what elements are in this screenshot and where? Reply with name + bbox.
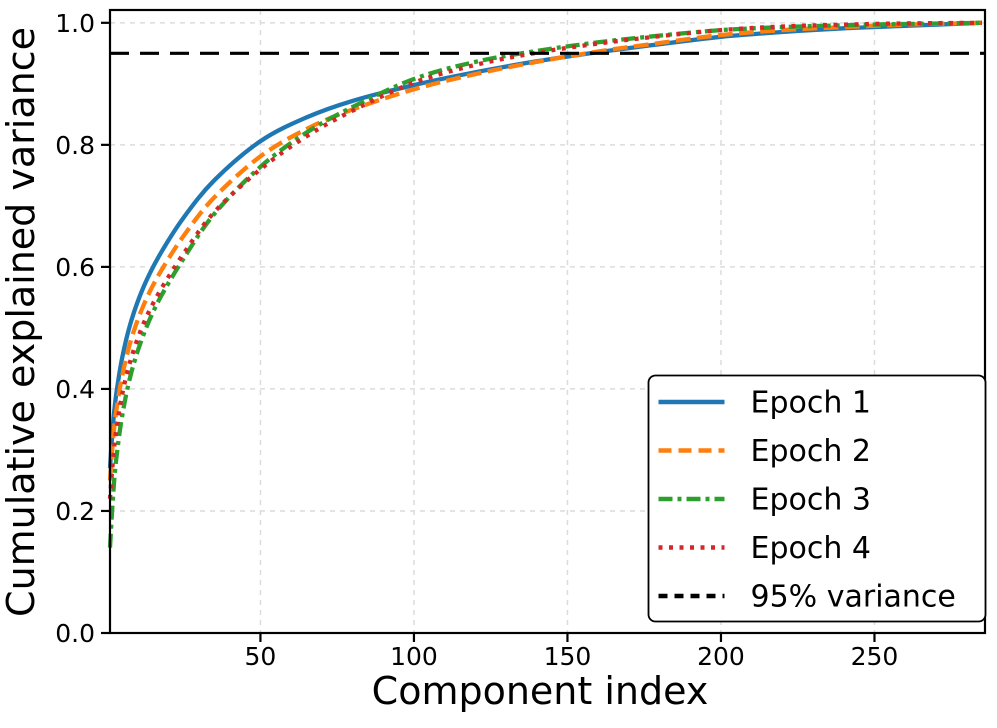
y-tick-label: 0.4	[55, 375, 95, 404]
y-tick-label: 1.0	[55, 9, 95, 38]
legend-box	[647, 374, 987, 623]
legend-label: Epoch 1	[751, 386, 871, 421]
series-layer	[107, 20, 982, 548]
y-tick-label: 0.2	[55, 497, 95, 526]
y-axis-label: Cumulative explained variance	[0, 27, 43, 617]
y-tick-label: 0.0	[55, 619, 95, 648]
x-tick-label: 250	[851, 642, 899, 671]
legend-label: Epoch 3	[751, 483, 871, 518]
x-tick-label: 200	[697, 642, 745, 671]
y-tick-label: 0.6	[55, 253, 95, 282]
x-tick-label: 150	[544, 642, 592, 671]
plot-border	[108, 8, 987, 635]
legend-label: Epoch 4	[751, 531, 871, 566]
y-tick-label: 0.8	[55, 131, 95, 160]
axes-layer: 50 100 150 200 250 0.0 0.2 0.4 0.6 0.8 1.0	[55, 8, 987, 671]
legend-label: 95% variance	[751, 580, 956, 615]
x-tick-label: 50	[245, 642, 277, 671]
series-line-epoch-1	[107, 20, 982, 469]
legend-label: Epoch 2	[751, 434, 871, 469]
x-axis-label: Component index	[372, 669, 709, 713]
series-line-epoch-4	[107, 20, 982, 499]
gridlines-layer	[110, 10, 985, 634]
x-tick-label: 100	[390, 642, 438, 671]
legend: Epoch 1 Epoch 2 Epoch 3 Epoch 4 95% variance	[647, 374, 987, 623]
series-line-epoch-3	[107, 20, 982, 548]
